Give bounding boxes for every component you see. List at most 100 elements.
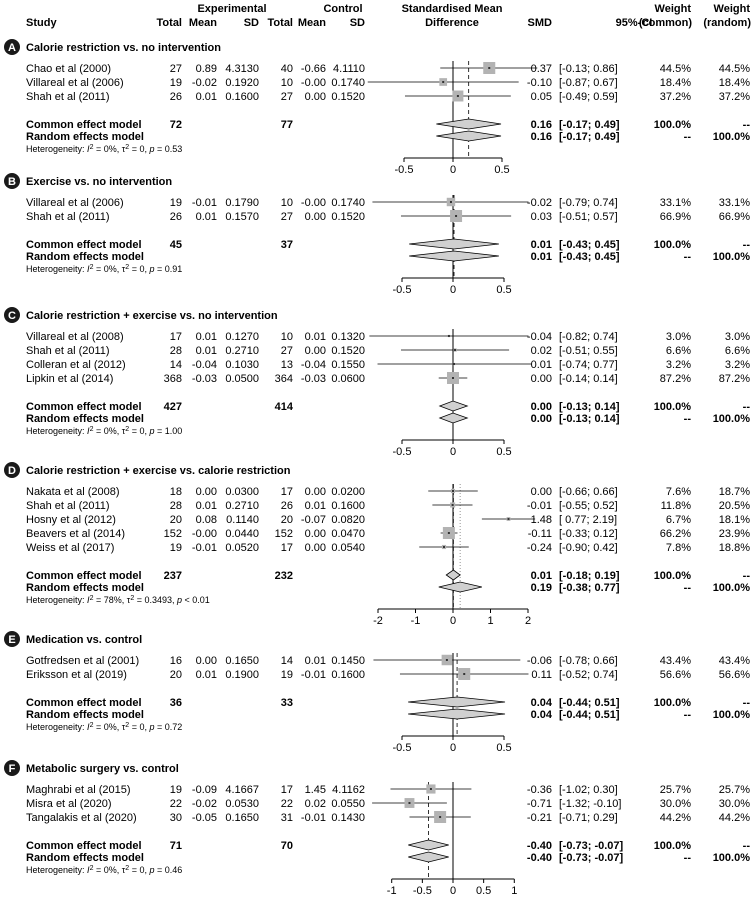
panels: A Calorie restriction vs. no intervention… bbox=[4, 39, 750, 897]
heterogeneity-part: 2 bbox=[125, 264, 129, 271]
weight-common: 3.0% bbox=[666, 331, 691, 343]
common-model-label: Common effect model bbox=[26, 119, 142, 131]
c-total: 17 bbox=[281, 784, 293, 796]
c-sd: 4.1110 bbox=[333, 63, 365, 75]
study-point bbox=[455, 215, 458, 217]
heterogeneity-text: Heterogeneity: I2 = 78%, τ2 = 0.3493, p … bbox=[26, 595, 210, 606]
e-total: 368 bbox=[164, 373, 182, 385]
study-row: Shah et al (2011) 28 0.01 0.2710 27 0.00 0.152… bbox=[26, 345, 750, 357]
weight-common: 6.7% bbox=[666, 514, 691, 526]
study-name: Villareal et al (2008) bbox=[26, 331, 124, 343]
heterogeneity-part: = 0.46 bbox=[154, 865, 182, 875]
heterogeneity-part: = 0%, bbox=[93, 426, 121, 436]
random-effect-row: Random effects model 0.00 [-0.13; 0.14] -- 1… bbox=[26, 412, 750, 425]
c-sd: 0.1740 bbox=[331, 77, 365, 89]
c-sd: 0.1600 bbox=[331, 669, 365, 681]
weight-common: 7.6% bbox=[666, 486, 691, 498]
heterogeneity-part: 2 bbox=[125, 144, 129, 151]
heterogeneity-part: = 0.53 bbox=[154, 144, 182, 154]
c-total: 20 bbox=[281, 514, 293, 526]
x-axis-tick-label: 0.5 bbox=[476, 885, 491, 897]
c-total: 364 bbox=[275, 373, 293, 385]
common-c-total: 37 bbox=[281, 239, 293, 251]
study-point bbox=[451, 504, 454, 506]
x-axis-tick-label: -1 bbox=[387, 885, 397, 897]
e-sd: 0.0530 bbox=[225, 798, 259, 810]
random-smd-value: 0.04 bbox=[531, 709, 553, 721]
e-mean: 0.89 bbox=[196, 63, 217, 75]
study-name: Chao et al (2000) bbox=[26, 63, 111, 75]
common-model-label: Common effect model bbox=[26, 570, 142, 582]
study-point bbox=[488, 67, 491, 69]
ci-value: [-0.52; 0.74] bbox=[559, 669, 618, 681]
heterogeneity-part: I bbox=[87, 595, 90, 605]
heterogeneity-part: I bbox=[87, 144, 90, 154]
panel-badge-letter: A bbox=[8, 42, 16, 54]
heterogeneity-part: Heterogeneity: bbox=[26, 722, 87, 732]
c-total: 14 bbox=[281, 655, 293, 667]
heterogeneity-text: Heterogeneity: I2 = 0%, τ2 = 0, p = 0.91 bbox=[26, 264, 182, 275]
c-total: 27 bbox=[281, 211, 293, 223]
weight-random: 37.2% bbox=[719, 91, 750, 103]
weight-common: 66.2% bbox=[660, 528, 691, 540]
common-e-total: 72 bbox=[170, 119, 182, 131]
header-e-mean: Mean bbox=[189, 17, 217, 29]
e-total: 19 bbox=[170, 784, 182, 796]
random-diamond bbox=[438, 581, 482, 593]
e-total: 27 bbox=[170, 63, 182, 75]
heterogeneity-part: = 0, bbox=[129, 722, 149, 732]
c-total: 22 bbox=[281, 798, 293, 810]
weight-random: 6.6% bbox=[725, 345, 750, 357]
study-point bbox=[443, 546, 445, 548]
heterogeneity-part: τ bbox=[122, 722, 126, 732]
e-sd: 0.1650 bbox=[225, 655, 259, 667]
heterogeneity-part: = 0.91 bbox=[154, 264, 182, 274]
weight-common: 43.4% bbox=[660, 655, 691, 667]
header-smd: SMD bbox=[528, 17, 553, 29]
study-row: Eriksson et al (2019) 20 0.01 0.1900 19 -0.01… bbox=[26, 668, 750, 681]
ci-value: [-0.82; 0.74] bbox=[559, 331, 618, 343]
common-weight-common: 100.0% bbox=[654, 239, 692, 251]
header-random: (random) bbox=[703, 17, 751, 29]
x-axis-tick-label: 0.5 bbox=[496, 446, 511, 458]
common-c-total: 414 bbox=[275, 401, 294, 413]
ci-value: [-0.87; 0.67] bbox=[559, 77, 618, 89]
study-point bbox=[442, 81, 445, 83]
weight-common: 25.7% bbox=[660, 784, 691, 796]
random-weight-common: -- bbox=[684, 413, 692, 425]
c-total: 31 bbox=[281, 812, 293, 824]
heterogeneity-part: 2 bbox=[130, 595, 134, 602]
study-row: Villareal et al (2006) 19 -0.01 0.1790 10 -0.… bbox=[26, 197, 750, 209]
weight-random: 43.4% bbox=[719, 655, 750, 667]
smd-value: -0.02 bbox=[527, 197, 552, 209]
random-weight-common: -- bbox=[684, 131, 692, 143]
c-mean: 0.00 bbox=[305, 486, 326, 498]
e-mean: 0.00 bbox=[196, 655, 217, 667]
panel-badge-letter: F bbox=[9, 763, 16, 775]
random-smd-value: 0.01 bbox=[531, 251, 552, 263]
x-axis-tick-label: 0 bbox=[450, 885, 456, 897]
panel-badge bbox=[4, 462, 20, 478]
heterogeneity-part: Heterogeneity: bbox=[26, 865, 87, 875]
smd-value: 1.48 bbox=[531, 514, 552, 526]
heterogeneity-part: = 0, bbox=[129, 426, 149, 436]
heterogeneity-part: = 0.72 bbox=[154, 722, 182, 732]
panel-title: Calorie restriction vs. no intervention bbox=[26, 42, 221, 54]
weight-random: 18.4% bbox=[719, 77, 750, 89]
header-control: Control bbox=[323, 3, 362, 15]
heterogeneity-part: 2 bbox=[90, 722, 94, 729]
random-weight-random: 100.0% bbox=[713, 852, 751, 864]
x-axis-tick-label: 2 bbox=[525, 615, 531, 627]
study-point bbox=[453, 363, 456, 365]
common-diamond bbox=[408, 839, 449, 851]
common-ci-value: [-0.18; 0.19] bbox=[559, 570, 620, 582]
study-point bbox=[429, 788, 432, 790]
random-diamond bbox=[408, 708, 506, 720]
heterogeneity-part: = 0, bbox=[129, 144, 149, 154]
random-weight-random: 100.0% bbox=[713, 709, 751, 721]
study-name: Weiss et al (2017) bbox=[26, 542, 114, 554]
smd-value: 0.02 bbox=[531, 345, 552, 357]
smd-value: -0.06 bbox=[527, 655, 552, 667]
common-ci-value: [-0.17; 0.49] bbox=[559, 119, 620, 131]
study-row: Misra et al (2020) 22 -0.02 0.0530 22 0.02 0.0… bbox=[26, 798, 750, 810]
